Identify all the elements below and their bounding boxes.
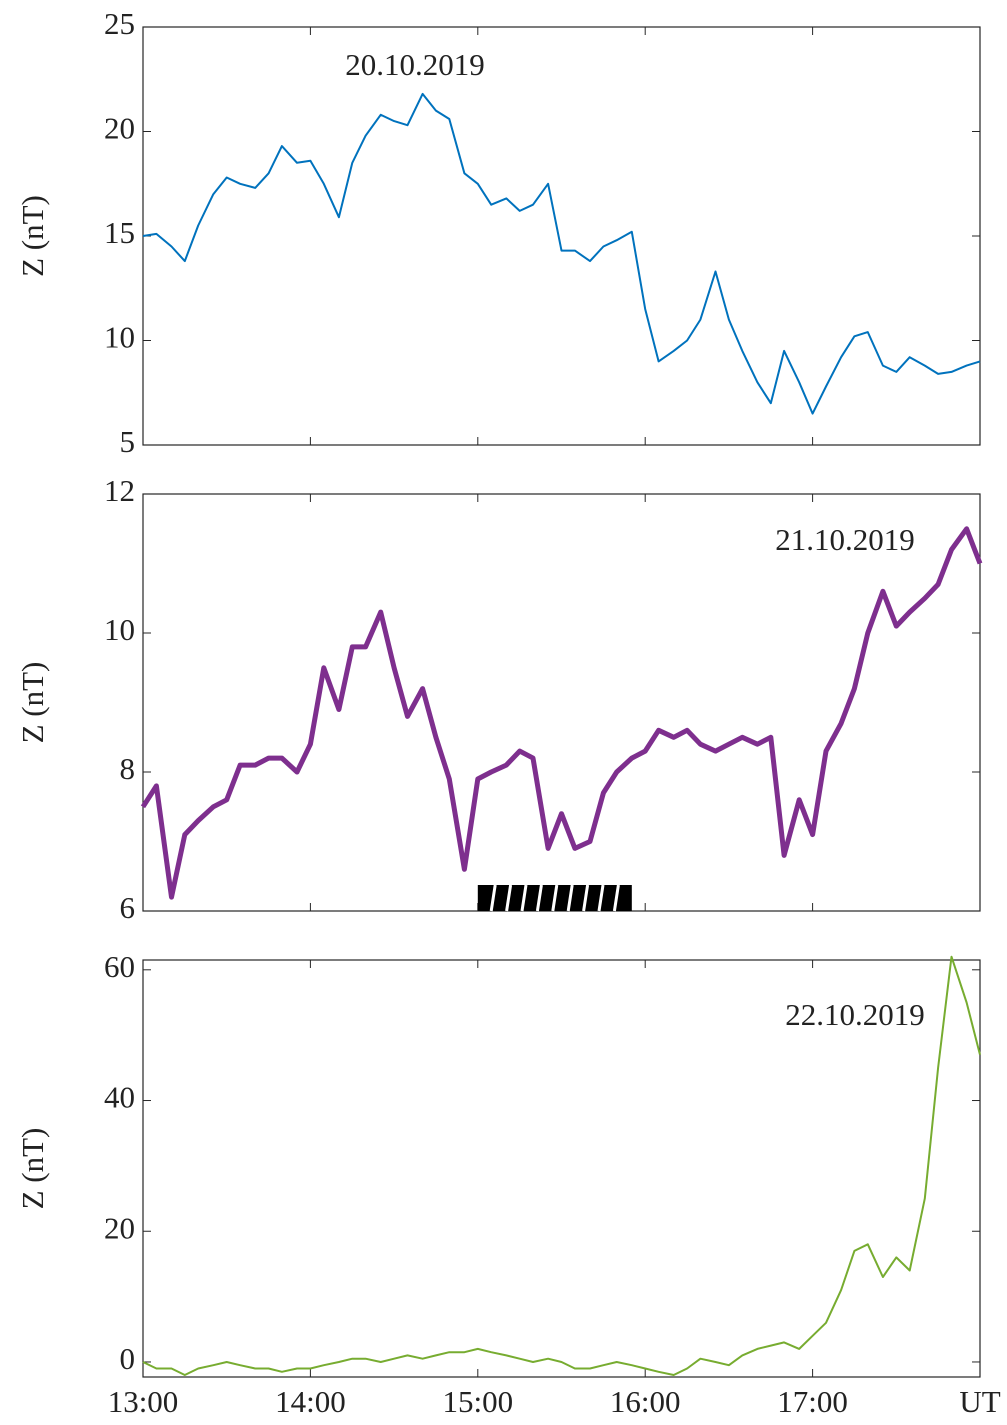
y-tick-label: 20 <box>104 111 135 146</box>
band-stripe <box>582 884 590 912</box>
x-tick-label: 17:00 <box>777 1384 848 1419</box>
data-line <box>142 955 981 1376</box>
y-tick-label: 10 <box>104 320 135 355</box>
x-tick-label: 13:00 <box>108 1384 179 1419</box>
data-line <box>140 526 983 900</box>
band-stripe <box>535 884 543 912</box>
band-stripe <box>612 884 620 912</box>
x-tick-label: 14:00 <box>275 1384 346 1419</box>
y-tick-label: 6 <box>120 890 136 925</box>
date-annotation: 21.10.2019 <box>775 522 915 557</box>
y-tick-label: 60 <box>104 949 135 984</box>
band-stripe <box>551 884 559 912</box>
band-stripe <box>489 884 497 912</box>
band-stripe <box>505 884 513 912</box>
plot-area <box>142 26 981 446</box>
y-axis-label: Z (nT) <box>15 1128 50 1210</box>
date-annotation: 22.10.2019 <box>785 997 925 1032</box>
x-tick-label: UT <box>959 1384 1000 1419</box>
y-tick-label: 8 <box>120 751 136 786</box>
y-axis-label: Z (nT) <box>15 662 50 744</box>
y-tick-label: 40 <box>104 1080 135 1115</box>
plot-area <box>142 959 981 1378</box>
band-stripe <box>566 884 574 912</box>
data-line <box>142 92 981 415</box>
y-axis-label: Z (nT) <box>15 195 50 277</box>
x-tick-label: 16:00 <box>610 1384 681 1419</box>
y-tick-label: 25 <box>104 6 135 41</box>
y-tick-label: 0 <box>120 1341 136 1376</box>
y-tick-label: 5 <box>120 424 136 459</box>
y-tick-label: 20 <box>104 1210 135 1245</box>
band-stripe <box>597 884 605 912</box>
y-tick-label: 12 <box>104 473 135 508</box>
x-tick-label: 15:00 <box>442 1384 513 1419</box>
date-annotation: 20.10.2019 <box>345 47 485 82</box>
y-tick-label: 15 <box>104 215 135 250</box>
plot-area <box>142 493 981 912</box>
y-tick-label: 10 <box>104 612 135 647</box>
band-stripe <box>520 884 528 912</box>
